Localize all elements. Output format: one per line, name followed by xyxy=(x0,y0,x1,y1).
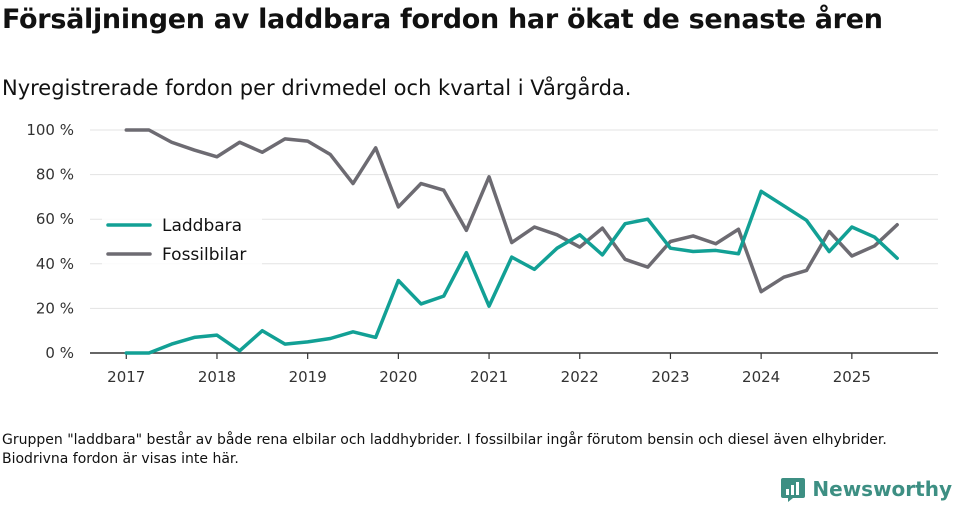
x-tick-label: 2021 xyxy=(470,368,508,386)
y-tick-label: 20 % xyxy=(36,299,74,317)
line-chart: 0 % 20 % 40 % 60 % 80 % 100 % 2017 2018 2019 202… xyxy=(26,121,938,386)
x-axis-ticks: 2017 2018 2019 2020 2021 2022 2023 2024 2025 xyxy=(90,352,938,386)
x-tick-label: 2023 xyxy=(651,368,689,386)
y-tick-label: 0 % xyxy=(45,344,74,362)
series-lines xyxy=(124,128,899,355)
x-tick-label: 2018 xyxy=(198,368,236,386)
y-tick-label: 80 % xyxy=(36,166,74,184)
y-axis-ticks: 0 % 20 % 40 % 60 % 80 % 100 % xyxy=(26,121,74,362)
legend-label: Fossilbilar xyxy=(162,245,246,265)
gridlines xyxy=(90,129,938,309)
series-line-laddbara xyxy=(124,189,899,355)
y-tick-label: 100 % xyxy=(26,121,74,139)
footnote: Gruppen "laddbara" består av både rena e… xyxy=(2,432,887,467)
legend: Laddbara Fossilbilar xyxy=(102,212,262,267)
x-tick-label: 2025 xyxy=(833,368,871,386)
x-tick-label: 2020 xyxy=(379,368,417,386)
bar-chart-logo-icon xyxy=(781,478,806,502)
x-tick-label: 2017 xyxy=(107,368,145,386)
series-line-fossilbilar xyxy=(124,128,899,294)
chart-subtitle: Nyregistrerade fordon per drivmedel och … xyxy=(2,76,632,100)
x-tick-label: 2024 xyxy=(742,368,780,386)
chart-title: Försäljningen av laddbara fordon har öka… xyxy=(2,4,883,35)
brand-name: Newsworthy xyxy=(812,477,952,501)
x-tick-label: 2022 xyxy=(561,368,599,386)
newsworthy-brand[interactable]: Newsworthy xyxy=(780,474,952,504)
y-tick-label: 40 % xyxy=(36,255,74,273)
x-tick-label: 2019 xyxy=(289,368,327,386)
y-tick-label: 60 % xyxy=(36,210,74,228)
legend-label: Laddbara xyxy=(162,216,242,236)
